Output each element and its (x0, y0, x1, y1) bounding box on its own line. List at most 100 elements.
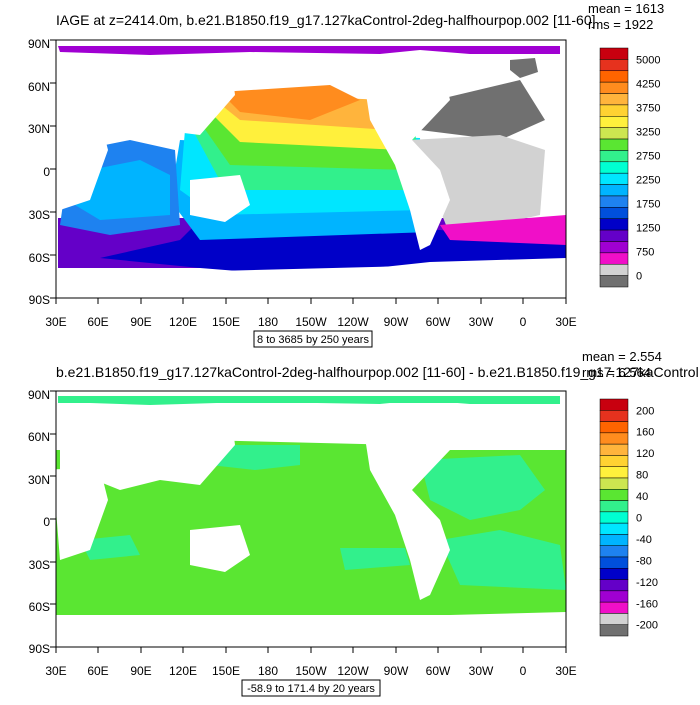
colorbar-swatch (599, 398, 629, 411)
p1-lat-label: 30S (29, 208, 50, 222)
p1-lon-label: 150W (295, 315, 327, 329)
panel-1: IAGE at z=2414.0m, b.e21.B1850.f19_g17.1… (28, 1, 664, 348)
panel-1-mean: mean = 1613 (588, 1, 664, 16)
colorbar-swatch (599, 229, 629, 242)
p1-lon-label: 120E (169, 315, 197, 329)
colorbar-swatch (599, 590, 629, 603)
colorbar-swatch (599, 432, 629, 445)
p2-lat-label: 30S (29, 558, 50, 572)
p2-lon-label: 150W (295, 664, 327, 678)
p1-lon-label: 60E (87, 315, 108, 329)
colorbar-label: 0 (636, 513, 642, 525)
p2-lon-label: 60W (426, 664, 451, 678)
p2-lat-label: 60S (29, 600, 50, 614)
p2-land-antarctica (56, 612, 566, 647)
p2-lon-label: 120W (337, 664, 369, 678)
colorbar-label: 4250 (636, 78, 660, 90)
p1-lon-label: 60W (426, 315, 451, 329)
colorbar-label: 2750 (636, 150, 660, 162)
colorbar-swatch (599, 127, 629, 140)
p2-land-americas (360, 405, 450, 600)
colorbar-swatch (599, 534, 629, 546)
colorbar-swatch (599, 410, 629, 422)
p2-lon-label: 90E (130, 664, 151, 678)
p1-lat-label: 60S (29, 251, 50, 265)
colorbar-swatch (599, 579, 629, 592)
p1-lon-label: 180 (258, 315, 278, 329)
p1-land-antarctica (56, 262, 566, 298)
p1-lon-label: 150E (212, 315, 240, 329)
colorbar-label: -200 (636, 620, 658, 632)
p1-arctic (58, 46, 560, 55)
p2-land-australia (190, 525, 250, 572)
panel-2-lat-labels: 90N 60N 30N 0 30S 60S 90S (28, 388, 50, 656)
p2-arctic-cyan (58, 396, 560, 403)
p2-cyan-pacific (340, 548, 410, 570)
panel-1-map (30, 39, 567, 299)
p1-lat-label: 90S (29, 293, 50, 307)
colorbar-swatch (599, 161, 629, 174)
colorbar-label: 2250 (636, 175, 660, 187)
colorbar-swatch (599, 275, 629, 288)
panel-2-mean: mean = 2.554 (582, 349, 662, 364)
colorbar-label: 120 (636, 448, 654, 460)
p2-lat-label: 30N (28, 473, 50, 487)
p1-lat-label: 90N (28, 37, 50, 51)
colorbar-label: 1250 (636, 223, 660, 235)
colorbar-swatch (599, 81, 629, 94)
p2-lat-label: 60N (28, 430, 50, 444)
colorbar-label: -80 (636, 555, 652, 567)
colorbar-swatch (599, 556, 629, 569)
p2-land-africa (30, 468, 108, 560)
colorbar-swatch (599, 116, 629, 128)
p1-lat-label: 60N (28, 80, 50, 94)
colorbar-label: 5000 (636, 54, 660, 66)
colorbar-label: -160 (636, 598, 658, 610)
p1-lon-label: 90W (384, 315, 409, 329)
p2-cyan-northpac (210, 445, 300, 470)
colorbar-swatch (599, 70, 629, 83)
panel-2-lon-labels: 30E 60E 90E 120E 150E 180 150W 120W 90W … (45, 664, 576, 678)
colorbar-swatch (599, 545, 629, 558)
colorbar-label: -120 (636, 577, 658, 589)
colorbar-label: 0 (636, 271, 642, 283)
p2-lat-label: 90N (28, 388, 50, 402)
colorbar-swatch (599, 624, 629, 637)
colorbar-swatch (599, 500, 629, 513)
colorbar-swatch (599, 195, 629, 208)
p1-lon-label: 30E (555, 315, 576, 329)
p1-lat-label: 0 (43, 165, 50, 179)
p1-lat-label: 30N (28, 122, 50, 136)
p2-lon-label: 150E (212, 664, 240, 678)
p1-land-asia (60, 55, 235, 140)
p1-pacific-orange (220, 85, 360, 120)
panel-1-title: IAGE at z=2414.0m, b.e21.B1850.f19_g17.1… (56, 12, 596, 28)
colorbar-swatch (599, 184, 629, 197)
panel-2: b.e21.B1850.f19_g17.127kaControl-2deg-ha… (28, 349, 699, 697)
colorbar-swatch (599, 455, 629, 467)
p1-land-australia (190, 175, 250, 222)
p2-lon-label: 30E (555, 664, 576, 678)
colorbar-label: 1750 (636, 199, 660, 211)
colorbar-swatch (599, 263, 629, 276)
colorbar-swatch (599, 489, 629, 501)
panel-1-lon-labels: 30E 60E 90E 120E 150E 180 150W 120W 90W … (45, 315, 576, 329)
panel-1-range-text: 8 to 3685 by 250 years (257, 334, 369, 346)
colorbar-swatch (599, 207, 629, 219)
p2-lat-label: 90S (29, 642, 50, 656)
panel-1-range-box (253, 330, 373, 348)
colorbar-swatch (599, 252, 629, 265)
p2-lon-label: 30W (469, 664, 494, 678)
p2-cyan-southatl (440, 530, 566, 590)
colorbar-swatch (599, 138, 629, 151)
colorbar-label: 3250 (636, 126, 660, 138)
colorbar-swatch (599, 601, 629, 614)
panel-2-title: b.e21.B1850.f19_g17.127kaControl-2deg-ha… (56, 364, 699, 380)
colorbar-swatch (599, 421, 629, 434)
p1-land-americas (360, 55, 450, 250)
p2-lon-label: 0 (520, 664, 527, 678)
p2-cyan-atlantic (420, 455, 545, 520)
p2-lon-label: 90W (384, 664, 409, 678)
colorbar-label: -40 (636, 534, 652, 546)
